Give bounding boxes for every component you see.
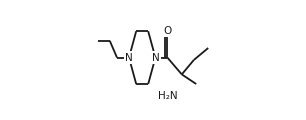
Text: N: N: [151, 53, 159, 63]
Text: H₂N: H₂N: [158, 91, 177, 101]
Text: N: N: [125, 53, 133, 63]
Text: O: O: [163, 26, 172, 36]
